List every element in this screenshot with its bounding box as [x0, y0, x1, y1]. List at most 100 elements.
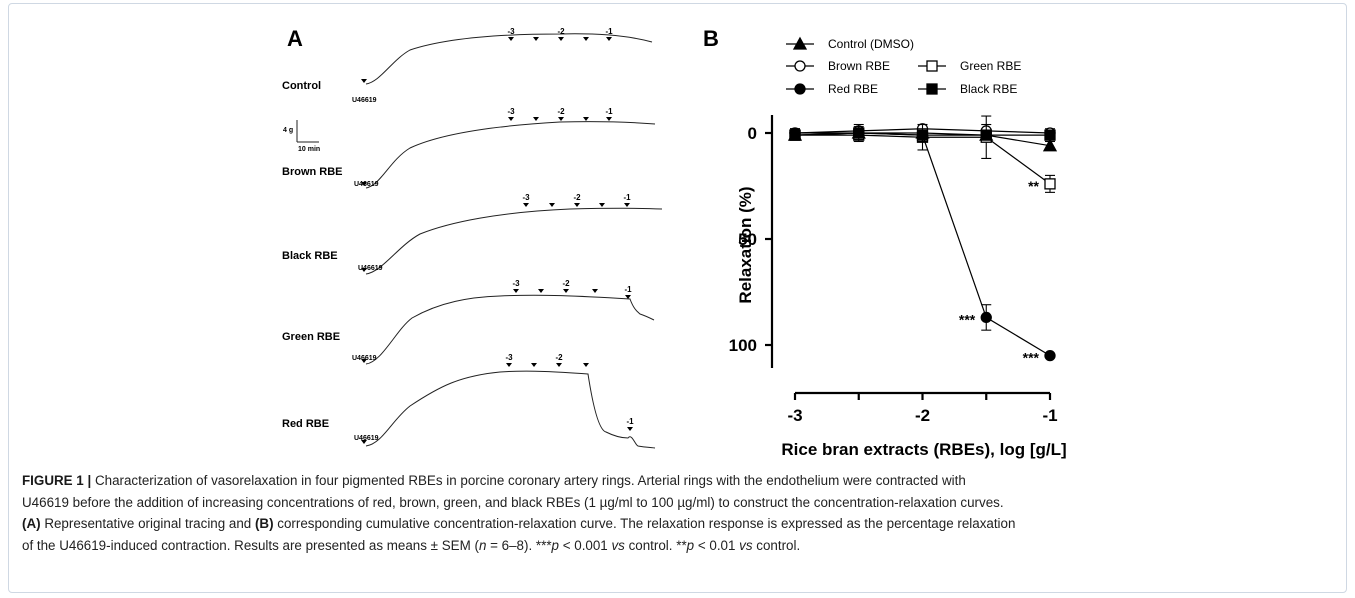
trace-green: [365, 294, 655, 365]
y-tick-label: 50: [738, 230, 757, 249]
data-point: [1044, 129, 1056, 141]
addition-arrow: [606, 117, 612, 121]
addition-arrow: [558, 117, 564, 121]
concentration-label: -3: [507, 27, 515, 36]
concentration-label: -1: [605, 27, 613, 36]
series-red-rbe: [789, 127, 1056, 362]
data-point: [980, 129, 992, 141]
arrow-marker: [361, 79, 367, 83]
concentration-label: -1: [624, 285, 632, 294]
trace-control: [365, 33, 653, 85]
caption-line-2: U46619 before the addition of increasing…: [22, 494, 1004, 510]
x-tick-label: -2: [915, 406, 930, 425]
series-green-rbe: [789, 115, 1056, 193]
legend-label: Control (DMSO): [828, 37, 914, 51]
concentration-label: -1: [623, 193, 631, 202]
data-point: [853, 127, 865, 139]
data-point: [980, 311, 992, 324]
addition-arrow: [606, 37, 612, 41]
data-point: [926, 83, 938, 95]
y-tick-label: 0: [748, 124, 757, 143]
legend-entry: Control (DMSO): [786, 36, 914, 51]
arrow-marker: [361, 182, 367, 186]
concentration-label: -2: [555, 353, 563, 362]
legend-label: Brown RBE: [828, 59, 890, 73]
arrow-marker: [361, 359, 367, 363]
addition-arrow: [531, 363, 537, 367]
agonist-label: U46619: [358, 265, 383, 272]
concentration-label: -3: [507, 107, 515, 116]
caption-line-3: (A) Representative original tracing and …: [22, 516, 1016, 531]
x-axis-label: Rice bran extracts (RBEs), log [g/L]: [781, 440, 1066, 459]
concentration-label: -1: [626, 417, 634, 426]
legend-entry: Black RBE: [918, 82, 1017, 96]
addition-arrow: [506, 363, 512, 367]
significance-label: **: [1028, 178, 1039, 194]
relaxation-chart: Control (DMSO) Brown RBE Green RBE Red RBE B…: [729, 36, 1067, 459]
addition-arrow: [563, 289, 569, 293]
addition-arrow: [556, 363, 562, 367]
figure-label: FIGURE 1 |: [22, 473, 92, 488]
trace-black: [365, 207, 663, 275]
addition-arrow: [538, 289, 544, 293]
addition-arrow: [533, 117, 539, 121]
figure-caption: FIGURE 1 | Characterization of vasorelax…: [22, 470, 1337, 556]
y-axis-label: Relaxation (%): [736, 186, 755, 303]
addition-arrow: [583, 117, 589, 121]
legend-label: Green RBE: [960, 59, 1021, 73]
addition-arrow: [508, 37, 514, 41]
addition-arrow: [574, 203, 580, 207]
caption-line-1: FIGURE 1 | Characterization of vasorelax…: [22, 473, 966, 488]
data-point: [789, 129, 801, 141]
concentration-label: -2: [562, 279, 570, 288]
concentration-label: -2: [573, 193, 581, 202]
scale-bar-force: 4 g: [283, 127, 293, 134]
x-tick-label: -3: [787, 406, 802, 425]
legend-label: Red RBE: [828, 82, 878, 96]
concentration-label: -2: [557, 107, 565, 116]
concentration-label: -3: [522, 193, 530, 202]
agonist-label: U46619: [352, 355, 377, 362]
series-line: [795, 132, 1051, 357]
arrow-marker: [361, 268, 367, 272]
addition-arrow: [513, 289, 519, 293]
agonist-label: U46619: [354, 435, 379, 442]
agonist-label: U46619: [354, 181, 379, 188]
trace-label-black: Black RBE: [282, 250, 338, 262]
significance-label: ***: [959, 311, 976, 327]
series-black-rbe: [789, 126, 1056, 141]
addition-arrow: [627, 427, 633, 431]
addition-arrow: [583, 363, 589, 367]
addition-arrow: [592, 289, 598, 293]
trace-brown: [365, 121, 656, 189]
x-tick-label: -1: [1042, 406, 1057, 425]
addition-arrow: [549, 203, 555, 207]
addition-arrow: [599, 203, 605, 207]
significance-label: ***: [1023, 350, 1040, 366]
trace-label-control: Control: [282, 80, 322, 92]
legend-label: Black RBE: [960, 82, 1017, 96]
scale-bar: [296, 120, 319, 143]
concentration-label: -3: [512, 279, 520, 288]
addition-arrow: [625, 295, 631, 299]
concentration-label: -3: [505, 353, 513, 362]
panel-a-label: A: [287, 26, 303, 51]
addition-arrow: [523, 203, 529, 207]
panel-b-label: B: [703, 26, 719, 51]
data-point: [916, 129, 929, 141]
concentration-label: -1: [605, 107, 613, 116]
data-point: [792, 36, 808, 50]
data-point: [1044, 178, 1056, 190]
addition-arrow: [624, 203, 630, 207]
trace-label-brown: Brown RBE: [282, 166, 343, 178]
trace-red: [365, 370, 656, 449]
legend-entry: Brown RBE: [786, 59, 890, 73]
data-point: [794, 83, 806, 95]
data-point: [794, 60, 806, 72]
scale-bar-time: 10 min: [298, 146, 320, 153]
legend-entry: Green RBE: [918, 59, 1021, 73]
figure-frame: [8, 3, 1347, 593]
legend-entry: Red RBE: [786, 82, 878, 96]
addition-arrow: [533, 37, 539, 41]
data-point: [1042, 138, 1058, 152]
